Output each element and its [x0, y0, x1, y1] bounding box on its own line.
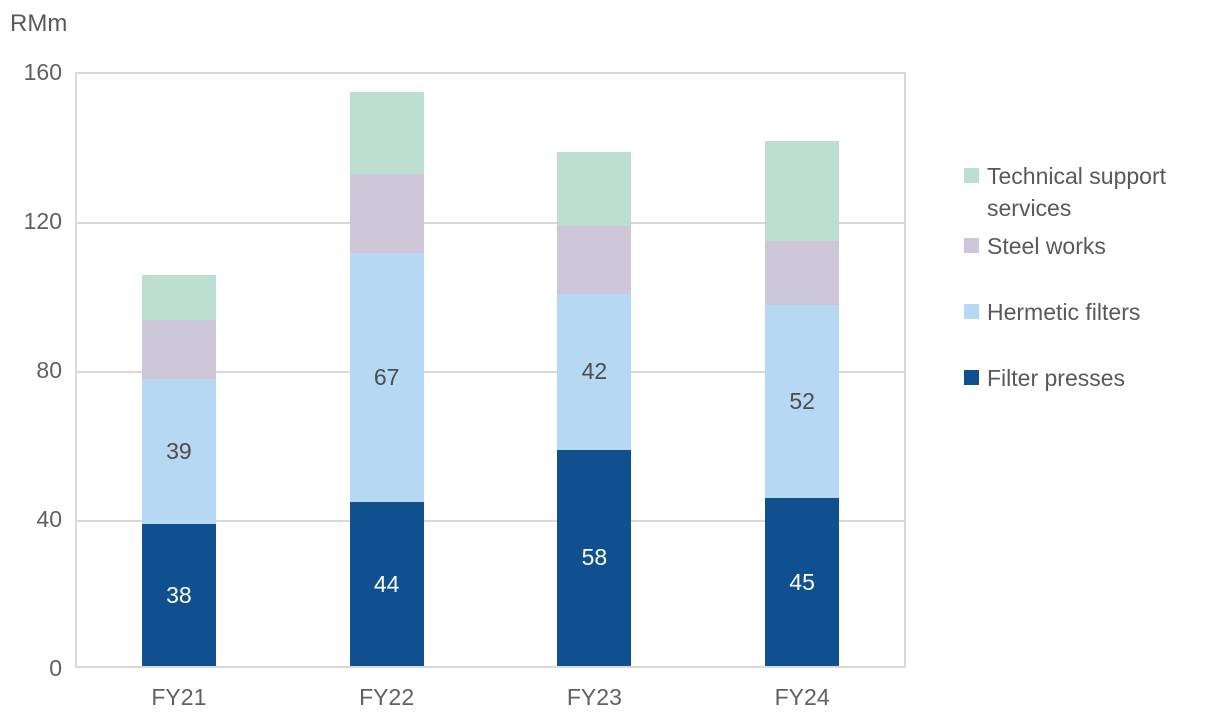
- bar-segment-technical-support-services-fy23: [557, 151, 632, 227]
- bar-segment-steel-works-fy24: [765, 241, 840, 305]
- y-tick-label-0: 0: [49, 655, 62, 681]
- bar-fy21: 38 39: [141, 274, 216, 666]
- x-tick-label-fy24: FY24: [774, 684, 830, 710]
- bar-value-label-hermetic-filters-fy22: 67: [373, 363, 400, 390]
- bar-value-label-filter-presses-fy21: 38: [166, 581, 192, 608]
- bar-segment-hermetic-filters-fy21: 39: [141, 379, 216, 525]
- x-tick-label-fy21: FY21: [151, 684, 207, 710]
- bar-value-label-filter-presses-fy24: 45: [789, 568, 815, 595]
- legend-item-steel-works: Steel works: [964, 230, 1214, 262]
- legend-swatch-hermetic-filters: [964, 304, 979, 319]
- y-tick-label-80: 80: [36, 357, 62, 383]
- y-axis: 0 40 80 120 160: [0, 59, 62, 681]
- legend-label-hermetic-filters: Hermetic filters: [987, 299, 1141, 325]
- bar-segment-technical-support-services-fy21: [141, 274, 216, 320]
- legend-swatch-technical-support-services: [964, 168, 979, 183]
- bar-segment-steel-works-fy22: [349, 174, 424, 253]
- y-tick-label-160: 160: [23, 59, 62, 85]
- legend-label-filter-presses: Filter presses: [987, 365, 1126, 391]
- bar-segment-hermetic-filters-fy22: 67: [349, 252, 424, 503]
- bar-segment-steel-works-fy23: [557, 226, 632, 294]
- bar-fy24: 45 52: [765, 140, 840, 666]
- bar-segment-filter-presses-fy21: 38: [141, 524, 216, 666]
- bar-segment-technical-support-services-fy22: [349, 92, 424, 175]
- y-tick-label-40: 40: [36, 506, 62, 532]
- legend-item-technical-support-services: Technical support services: [964, 160, 1214, 224]
- x-axis: FY21 FY22 FY23 FY24: [75, 684, 906, 720]
- legend-item-filter-presses: Filter presses: [964, 362, 1214, 394]
- bar-value-label-hermetic-filters-fy21: 39: [166, 438, 192, 465]
- bar-fy22: 44 67: [349, 92, 424, 666]
- bar-segment-filter-presses-fy23: 58: [557, 449, 632, 666]
- y-axis-title: RMm: [10, 10, 68, 37]
- bar-segment-filter-presses-fy22: 44: [349, 502, 424, 666]
- gridline-120: [77, 222, 904, 224]
- bar-segment-technical-support-services-fy24: [765, 140, 840, 242]
- bar-value-label-hermetic-filters-fy23: 42: [581, 358, 608, 385]
- gridline-80: [77, 371, 904, 373]
- bar-value-label-filter-presses-fy23: 58: [581, 544, 608, 571]
- bar-fy23: 58 42: [557, 151, 632, 666]
- bar-value-label-hermetic-filters-fy24: 52: [789, 388, 815, 415]
- bar-segment-filter-presses-fy24: 45: [765, 498, 840, 666]
- x-tick-label-fy23: FY23: [566, 684, 622, 710]
- bar-segment-hermetic-filters-fy23: 42: [557, 293, 632, 450]
- gridline-40: [77, 520, 904, 522]
- legend: Technical support services Steel works Her…: [964, 160, 1214, 428]
- legend-item-hermetic-filters: Hermetic filters: [964, 296, 1214, 328]
- legend-swatch-steel-works: [964, 238, 979, 253]
- x-tick-label-fy22: FY22: [359, 684, 415, 710]
- legend-label-technical-support-services: Technical support services: [987, 163, 1166, 221]
- legend-swatch-filter-presses: [964, 370, 979, 385]
- legend-label-steel-works: Steel works: [987, 233, 1106, 259]
- bar-segment-steel-works-fy21: [141, 319, 216, 380]
- y-tick-label-120: 120: [23, 208, 62, 234]
- bar-value-label-filter-presses-fy22: 44: [373, 570, 400, 597]
- plot-area: 38 39 44 67 58 42 45 52: [75, 72, 906, 668]
- bar-segment-hermetic-filters-fy24: 52: [765, 304, 840, 499]
